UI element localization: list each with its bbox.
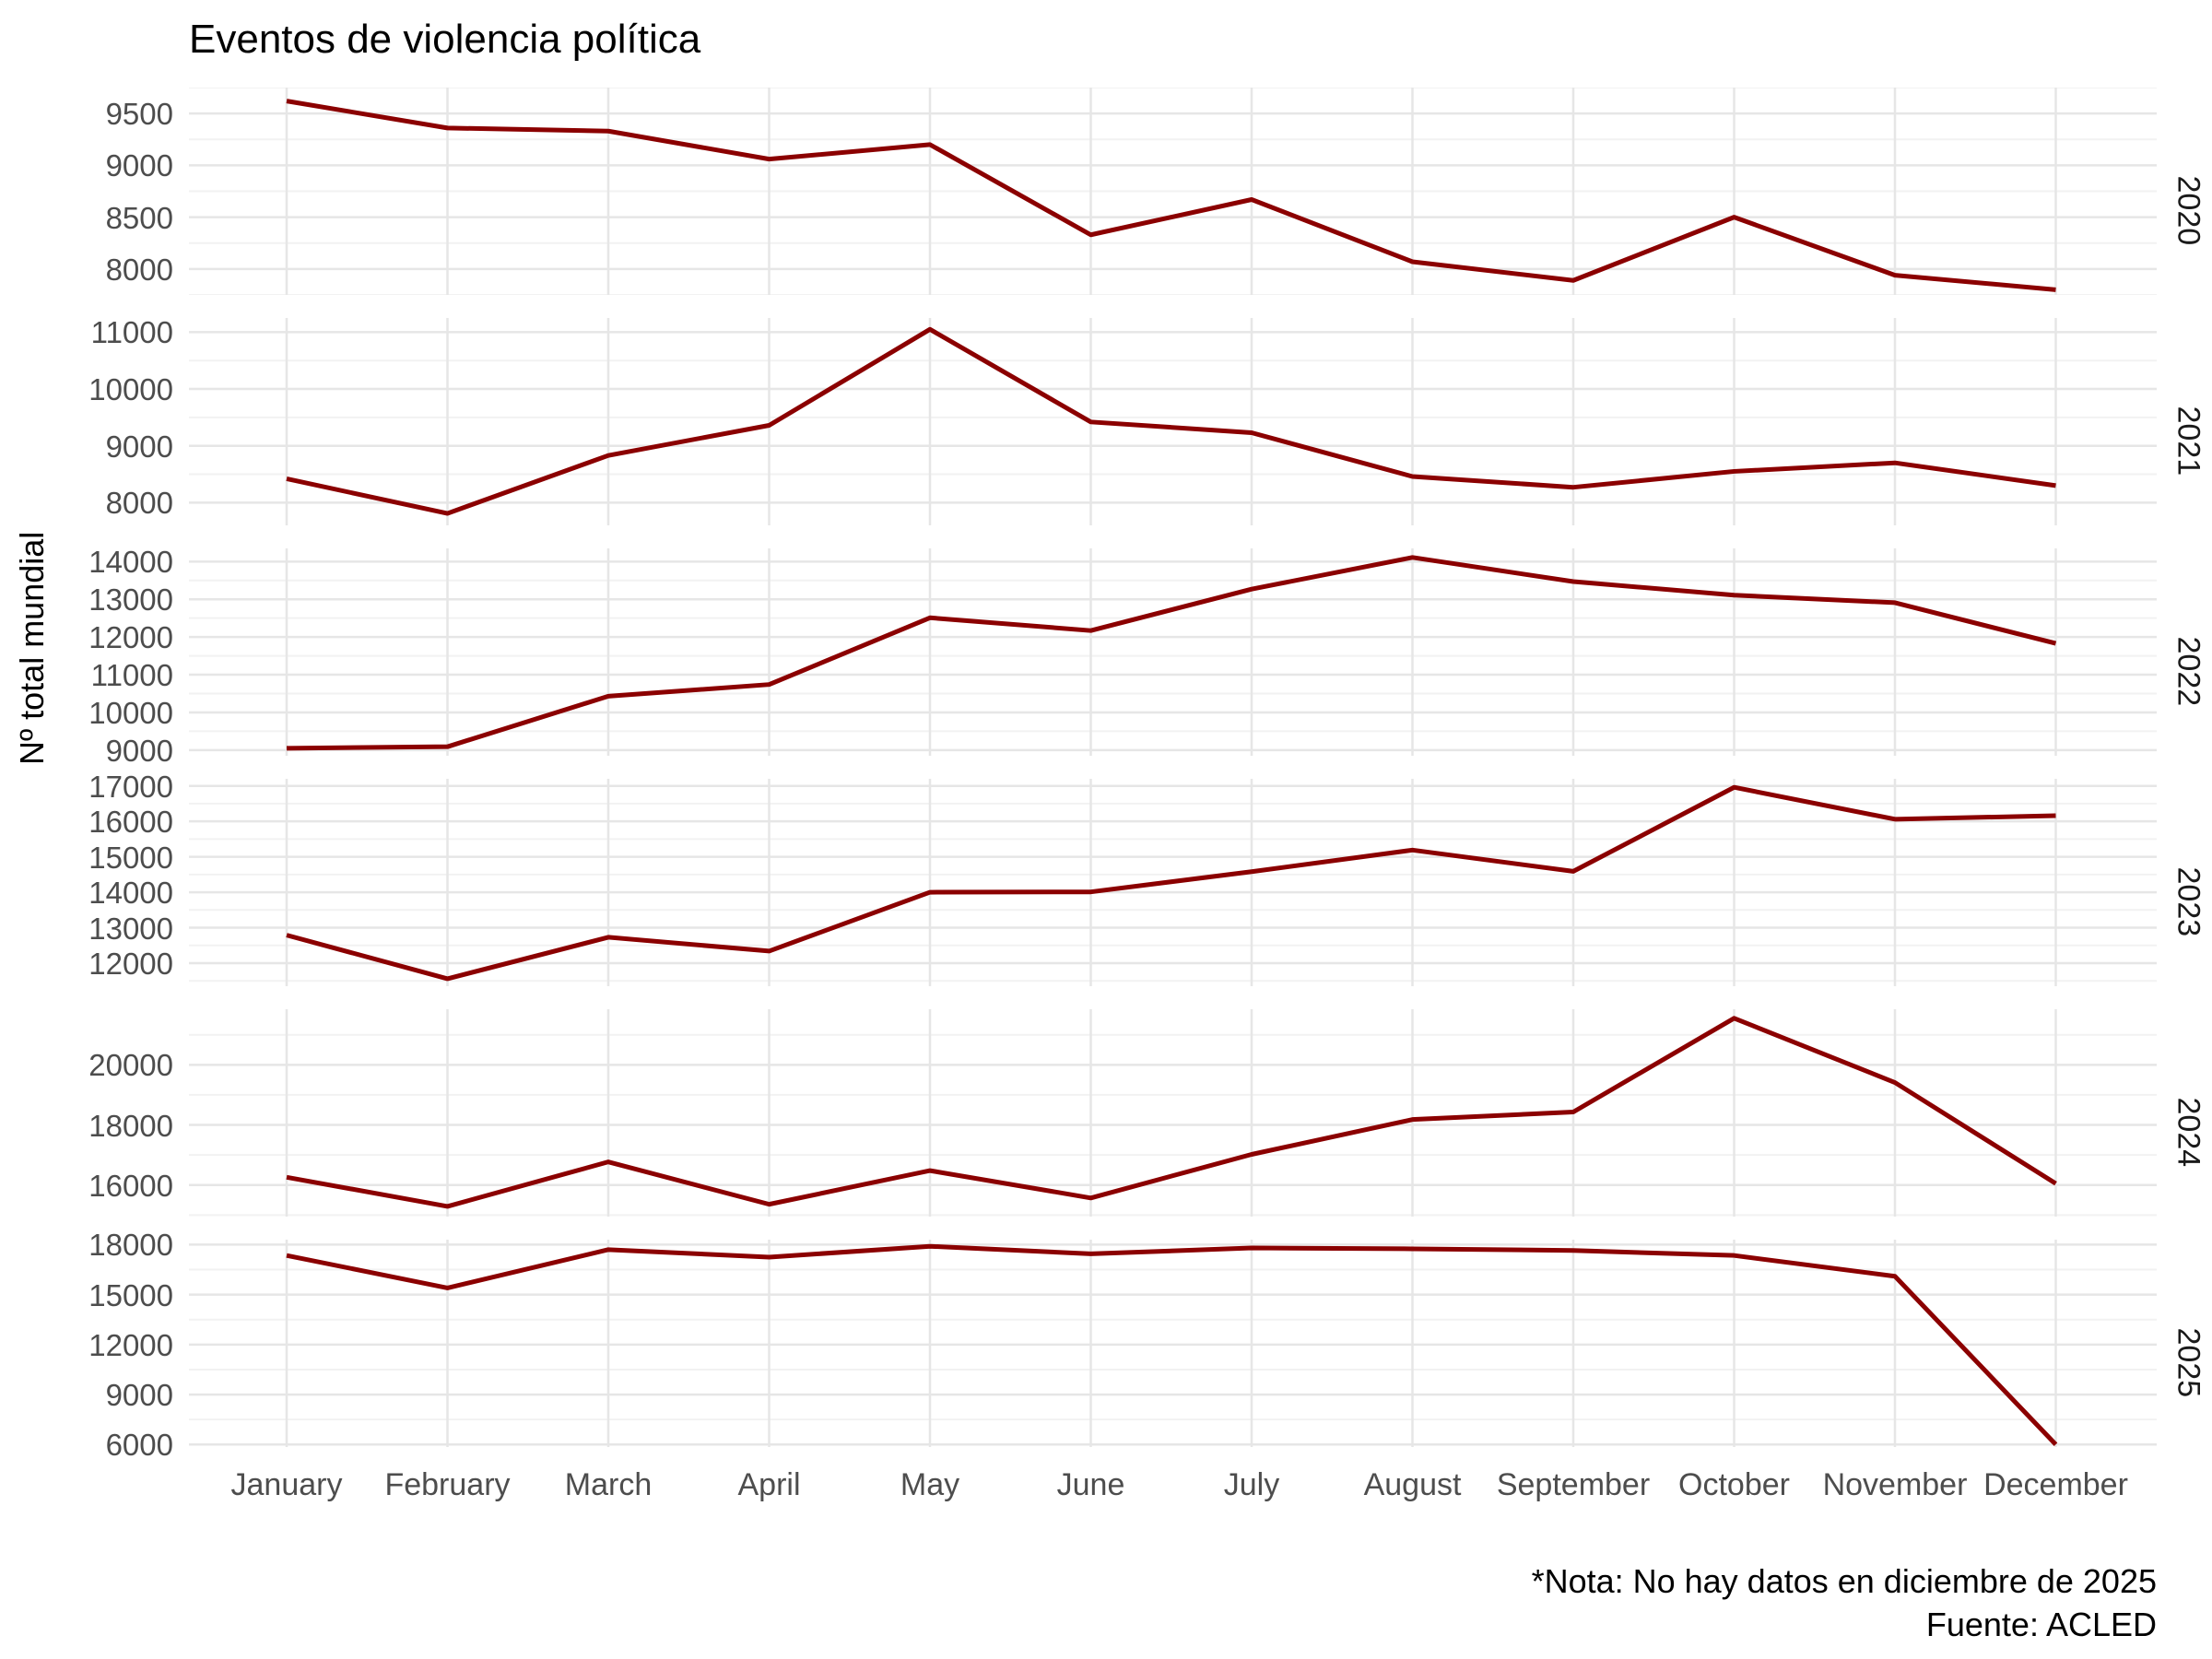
y-tick-label-2021-9000: 9000 xyxy=(105,429,173,464)
facet-strip-label-2020: 2020 xyxy=(2171,175,2206,245)
facet-strip-label-2023: 2023 xyxy=(2171,866,2206,936)
x-tick-label-june: June xyxy=(1056,1467,1125,1502)
x-tick-label-november: November xyxy=(1822,1467,1968,1502)
facet-plot-area-2025 xyxy=(189,1240,2157,1447)
y-tick-label-2023-16000: 16000 xyxy=(88,805,173,840)
y-tick-label-2021-8000: 8000 xyxy=(105,486,173,521)
facet-panel-2021 xyxy=(189,318,2157,525)
facet-strip-label-2021: 2021 xyxy=(2171,406,2206,476)
facet-plot-area-2024 xyxy=(189,1009,2157,1217)
y-tick-label-2022-14000: 14000 xyxy=(88,545,173,580)
data-line-2021 xyxy=(286,326,2056,516)
chart-title: Eventos de violencia política xyxy=(189,17,701,62)
x-tick-label-july: July xyxy=(1223,1467,1280,1502)
y-tick-label-2025-15000: 15000 xyxy=(88,1277,173,1312)
y-tick-label-2022-13000: 13000 xyxy=(88,582,173,618)
facet-strip-label-2025: 2025 xyxy=(2171,1327,2206,1397)
y-tick-label-2025-9000: 9000 xyxy=(105,1378,173,1413)
y-tick-label-2023-12000: 12000 xyxy=(88,947,173,981)
facet-panel-2025 xyxy=(189,1240,2157,1447)
facet-panel-2024 xyxy=(189,1009,2157,1217)
y-tick-label-2023-17000: 17000 xyxy=(88,769,173,804)
y-tick-label-2020-8500: 8500 xyxy=(105,200,173,235)
facet-panel-2023 xyxy=(189,779,2157,986)
x-tick-label-april: April xyxy=(737,1467,801,1502)
y-tick-label-2020-9000: 9000 xyxy=(105,148,173,183)
facet-plot-area-2022 xyxy=(189,548,2157,756)
x-tick-label-august: August xyxy=(1363,1467,1462,1502)
y-tick-label-2022-10000: 10000 xyxy=(88,695,173,730)
y-tick-label-2021-11000: 11000 xyxy=(90,315,173,350)
caption-source: Fuente: ACLED xyxy=(1925,1606,2157,1643)
caption-note: *Nota: No hay datos en diciembre de 2025 xyxy=(1531,1562,2157,1600)
y-tick-label-2022-9000: 9000 xyxy=(105,733,173,768)
facet-panel-2022 xyxy=(189,548,2157,756)
y-tick-label-2024-16000: 16000 xyxy=(88,1168,173,1203)
data-line-2020 xyxy=(286,99,2056,292)
y-tick-label-2025-6000: 6000 xyxy=(105,1428,173,1463)
facet-plot-area-2020 xyxy=(189,88,2157,295)
y-tick-label-2022-11000: 11000 xyxy=(90,658,173,693)
y-tick-label-2022-12000: 12000 xyxy=(88,620,173,655)
caption: *Nota: No hay datos en diciembre de 2025… xyxy=(1532,1559,2157,1646)
y-tick-label-2020-9500: 9500 xyxy=(105,97,173,132)
x-tick-label-march: March xyxy=(564,1467,653,1502)
x-tick-label-january: January xyxy=(230,1467,343,1502)
y-tick-label-2021-10000: 10000 xyxy=(88,372,173,407)
y-tick-label-2025-18000: 18000 xyxy=(88,1228,173,1263)
facet-strip-label-2024: 2024 xyxy=(2171,1097,2206,1167)
facet-plot-area-2023 xyxy=(189,779,2157,986)
x-tick-label-october: October xyxy=(1678,1467,1790,1502)
facet-plot-area-2021 xyxy=(189,318,2157,525)
y-tick-label-2024-18000: 18000 xyxy=(88,1108,173,1143)
y-tick-label-2023-13000: 13000 xyxy=(88,911,173,946)
data-line-2025 xyxy=(286,1243,2058,1447)
y-tick-label-2025-12000: 12000 xyxy=(88,1327,173,1362)
data-line-2022 xyxy=(286,555,2057,751)
y-tick-label-2023-15000: 15000 xyxy=(88,840,173,875)
y-tick-label-2020-8000: 8000 xyxy=(105,252,173,287)
x-tick-label-february: February xyxy=(384,1467,511,1502)
x-tick-label-december: December xyxy=(1983,1467,2128,1502)
data-line-2023 xyxy=(286,784,2056,982)
facet-panel-2020 xyxy=(189,88,2157,295)
data-line-2024 xyxy=(286,1016,2057,1209)
x-tick-label-september: September xyxy=(1496,1467,1651,1502)
x-tick-label-may: May xyxy=(900,1467,960,1502)
y-tick-label-2024-20000: 20000 xyxy=(88,1048,173,1083)
y-tick-label-2023-14000: 14000 xyxy=(88,876,173,911)
facet-strip-label-2022: 2022 xyxy=(2171,636,2206,706)
